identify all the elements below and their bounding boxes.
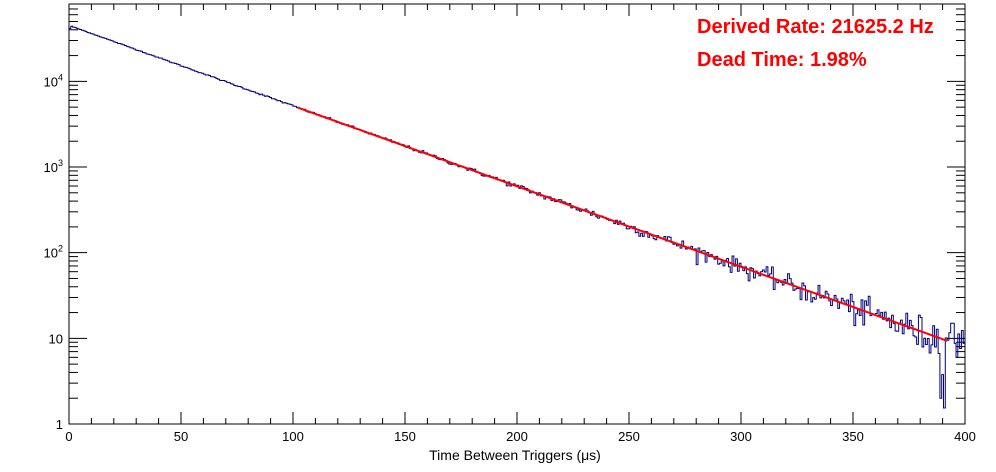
- dead-time-annotation: Dead Time: 1.98%: [697, 49, 867, 71]
- x-axis-title: Time Between Triggers (μs): [429, 447, 601, 463]
- y-tick-label: 103: [44, 158, 63, 175]
- y-tick-label: 1: [56, 417, 63, 432]
- data-histogram: [69, 25, 965, 409]
- y-tick-label: 102: [44, 244, 63, 261]
- derived-rate-annotation: Derived Rate: 21625.2 Hz: [697, 16, 934, 38]
- x-tick-label: 150: [394, 429, 416, 444]
- x-tick-label: 100: [282, 429, 304, 444]
- x-tick-label: 250: [618, 429, 640, 444]
- x-tick-labels: 0 50 100 150 200 250 300 350 400: [65, 429, 975, 444]
- y-tick-labels: 1 10 102 103 104: [44, 72, 63, 432]
- fit-curve: [297, 106, 948, 342]
- x-tick-label: 0: [65, 429, 72, 444]
- y-tick-label: 104: [44, 72, 63, 89]
- x-tick-label: 50: [174, 429, 188, 444]
- axis-ticks: [68, 3, 966, 425]
- x-tick-label: 400: [954, 429, 976, 444]
- x-tick-label: 200: [506, 429, 528, 444]
- x-tick-label: 300: [730, 429, 752, 444]
- y-tick-label: 10: [49, 331, 63, 346]
- x-tick-label: 350: [842, 429, 864, 444]
